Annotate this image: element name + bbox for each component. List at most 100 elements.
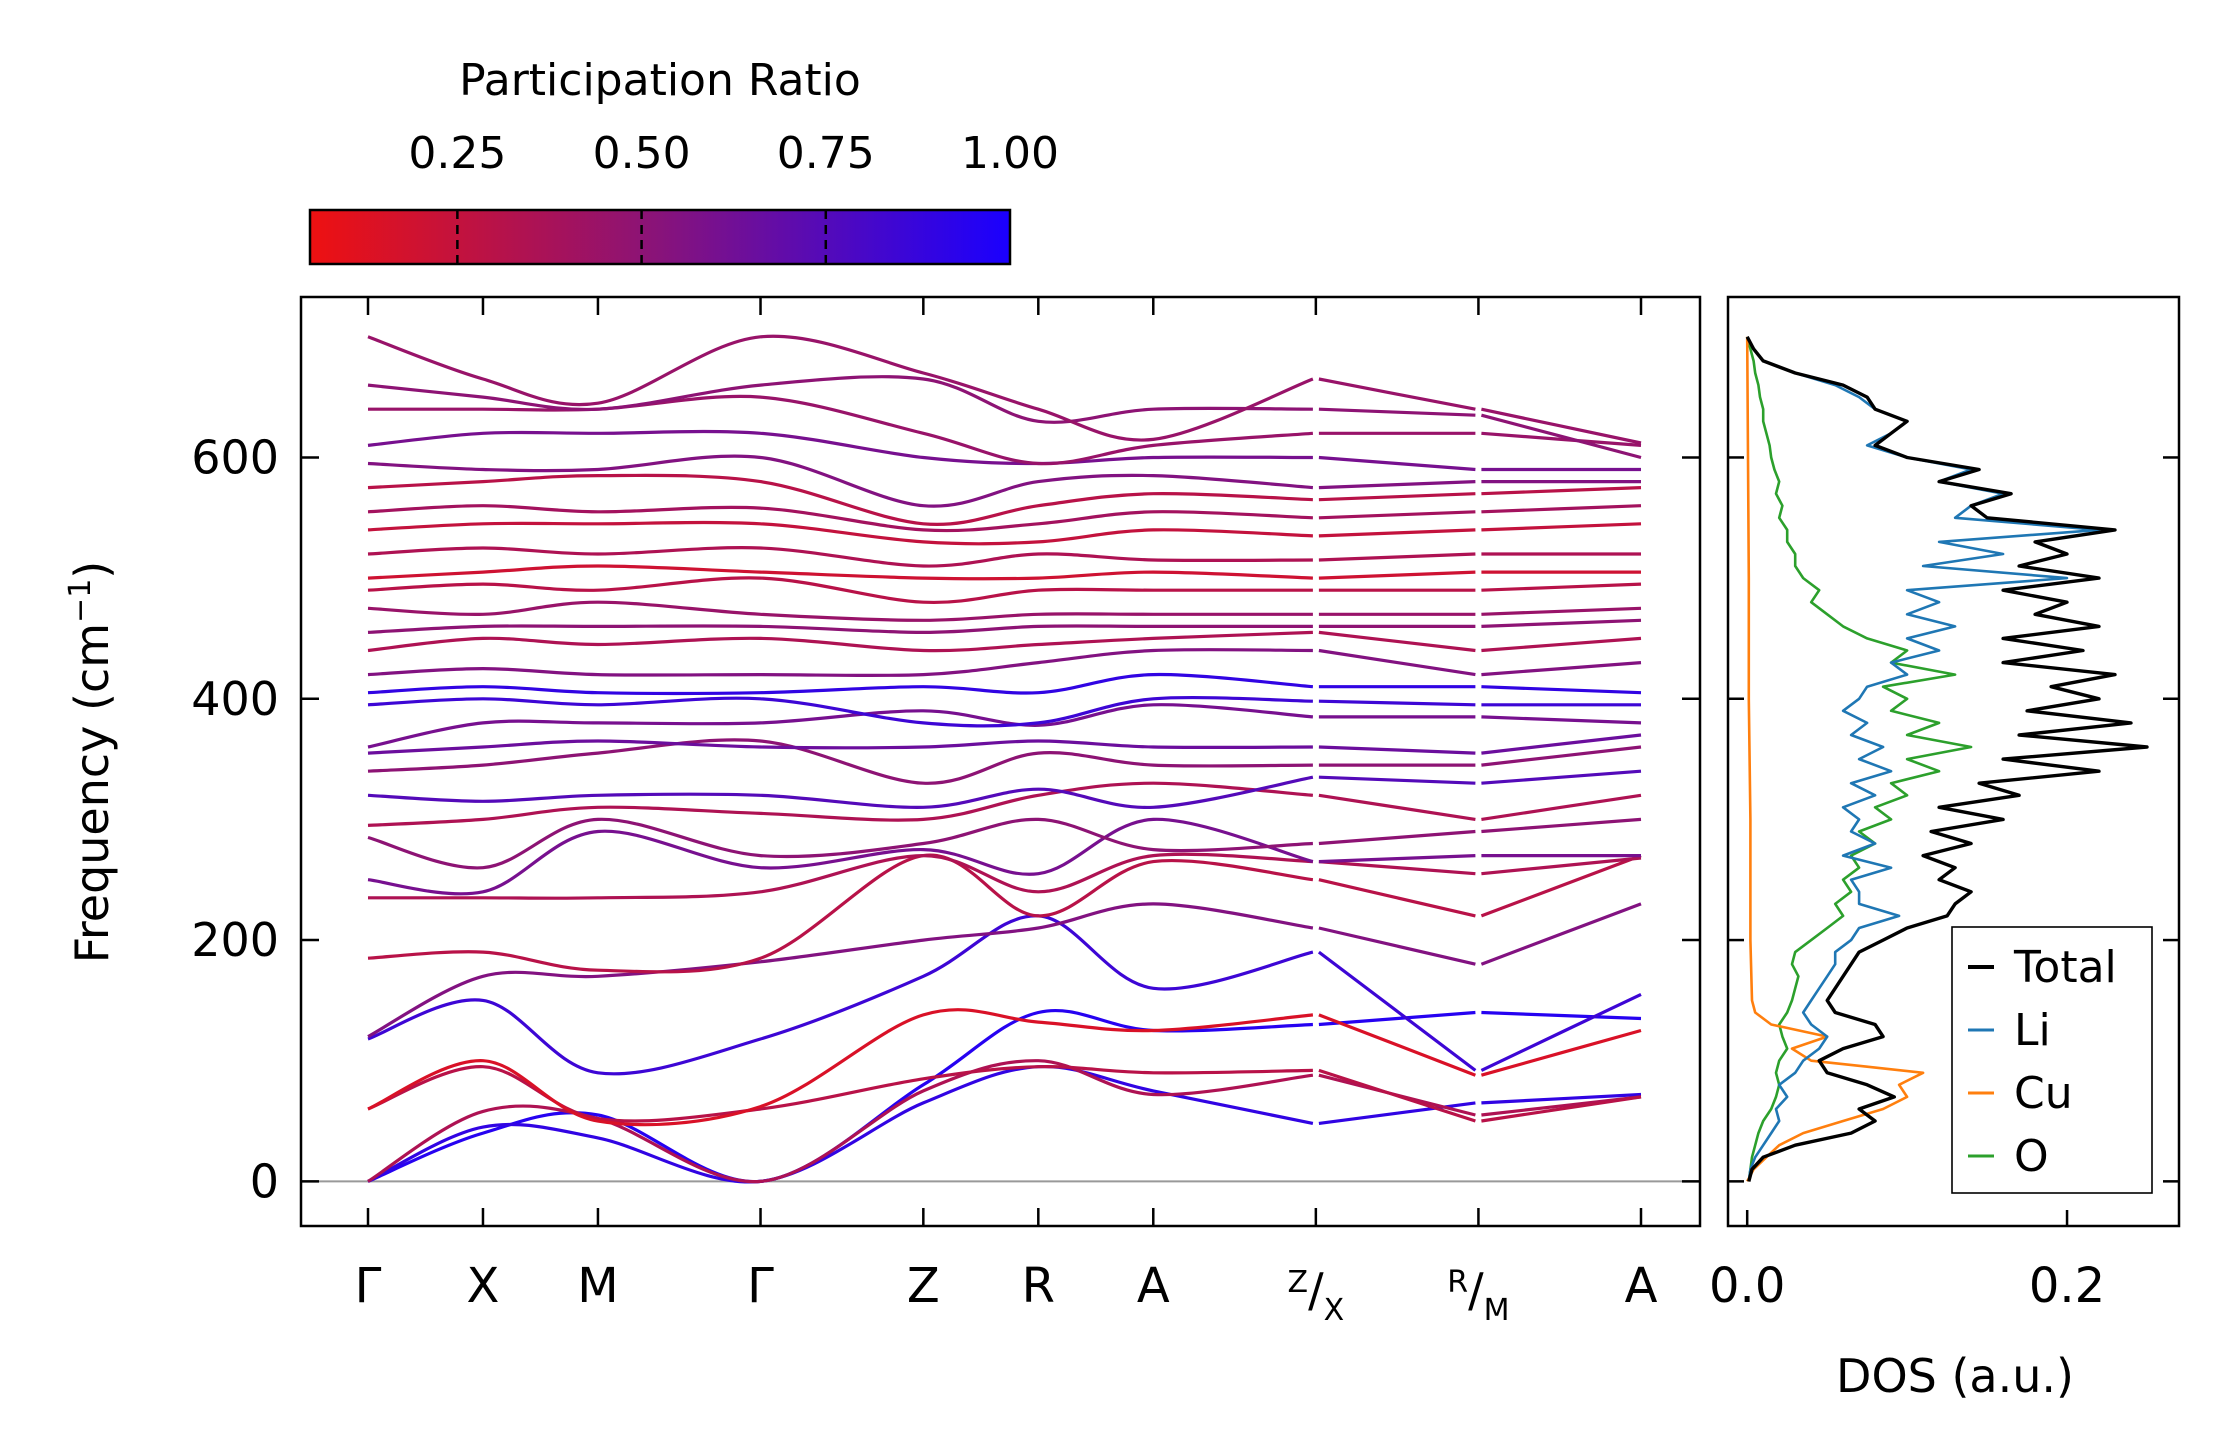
phonon-band: [1318, 377, 1476, 411]
split-label-slash: /: [1308, 1263, 1324, 1317]
dos-legend: Total Li Cu O: [1951, 926, 2153, 1194]
phonon-band: [1318, 745, 1476, 755]
split-label-bottom: M: [1484, 1293, 1510, 1328]
phonon-band: [1318, 854, 1476, 864]
phonon-band: [1318, 793, 1476, 821]
phonon-band: [1318, 510, 1476, 520]
phonon-band: [367, 546, 1313, 568]
phonon-band: [1481, 715, 1642, 725]
phonon-band: [367, 902, 1314, 1039]
phonon-band: [367, 600, 1313, 622]
phonon-band: [1480, 902, 1642, 966]
legend-label-o: O: [2014, 1131, 2049, 1182]
phonon-band: [1318, 570, 1476, 580]
high-symmetry-label: M: [577, 1258, 618, 1314]
y-tick-label: 200: [191, 913, 279, 967]
phonon-band: [1318, 552, 1476, 562]
phonon-band: [367, 520, 1313, 546]
phonon-band: [1480, 992, 1642, 1072]
high-symmetry-label-split: Z/X: [1288, 1263, 1345, 1328]
phonon-band: [367, 775, 1314, 809]
phonon-band: [367, 738, 1313, 785]
phonon-band: [1481, 431, 1642, 447]
dos-panel: 0.0 0.2 DOS (a.u.) Total Li Cu O: [1709, 295, 2181, 1403]
y-tick-label: 400: [191, 672, 279, 726]
legend-label-cu: Cu: [2014, 1068, 2073, 1119]
phonon-band: [367, 1059, 1314, 1184]
high-symmetry-labels: Γ X M Γ Z R A Z/XR/M A: [355, 1258, 1658, 1328]
dos-curve-o: [1745, 336, 1973, 1182]
phonon-band: [367, 672, 1314, 696]
colorbar-title: Participation Ratio: [459, 55, 861, 106]
phonon-band: [1481, 661, 1642, 677]
phonon-band: [367, 504, 1313, 533]
legend-box: [1951, 926, 2153, 1194]
phonon-band: [1481, 1095, 1642, 1123]
phonon-band: [1318, 699, 1476, 707]
dos-plot-frame: [1726, 295, 2181, 1228]
dos-x-ticks: 0.0 0.2: [1709, 1210, 2105, 1314]
phonon-band: [1318, 1013, 1476, 1077]
phonon-band: [1481, 407, 1642, 445]
phonon-band: [1318, 480, 1476, 490]
dos-curves: [1745, 336, 2149, 1183]
phonon-band: [1481, 504, 1642, 514]
y-axis-label-main: Frequency (cm: [65, 623, 119, 963]
phonon-band: [367, 564, 1313, 581]
colorbar-tick-label: 1.00: [961, 128, 1059, 179]
high-symmetry-label: A: [1625, 1258, 1658, 1314]
phonon-band: [367, 914, 1314, 1076]
phonon-band: [1318, 492, 1476, 502]
phonon-band: [1481, 522, 1642, 532]
phonon-band: [1481, 1092, 1642, 1105]
phonon-band: [367, 473, 1313, 526]
dos-x-axis-label: DOS (a.u.): [1836, 1349, 2074, 1403]
y-axis-label-sup: −1: [63, 579, 98, 623]
phonon-band: [1481, 636, 1642, 653]
colorbar-tick-label: 0.75: [777, 128, 875, 179]
phonon-band: [367, 429, 1313, 466]
band-x-ticks: [366, 297, 1643, 1226]
phonon-band: [1318, 630, 1476, 653]
phonon-band: [367, 630, 1313, 653]
phonon-band: [1481, 486, 1642, 496]
phonon-band: [1318, 455, 1476, 472]
phonon-band: [1481, 582, 1642, 592]
band-plot-frame: [299, 295, 1702, 1228]
dos-x-tick-label: 0.0: [1709, 1258, 1785, 1314]
phonon-band: [367, 1008, 1314, 1127]
phonon-band: [1318, 878, 1476, 918]
legend-label-li: Li: [2014, 1005, 2051, 1056]
phonon-band: [367, 1065, 1313, 1123]
phonon-band: [1318, 407, 1476, 417]
phonon-band: [367, 334, 1314, 442]
phonon-band: [1480, 413, 1642, 460]
dos-curve-total: [1745, 336, 2149, 1182]
phonon-band: [367, 624, 1313, 634]
phonon-band: [1481, 817, 1642, 834]
phonon-band: [1318, 829, 1476, 846]
phonon-band: [1318, 775, 1476, 785]
phonon-band: [367, 648, 1313, 678]
colorbar-tick-labels: 0.25 0.50 0.75 1.00: [408, 128, 1059, 179]
split-label-top: R: [1447, 1265, 1468, 1300]
colorbar-ticks: [456, 210, 828, 264]
dos-y-ticks: [1728, 456, 2179, 1183]
colorbar: Participation Ratio 0.25 0.50 0.75 1.00: [308, 55, 1059, 266]
phonon-band: [1318, 1010, 1476, 1027]
phonon-band: [368, 852, 1313, 900]
phonon-band: [367, 817, 1314, 896]
dos-curve-cu: [1745, 336, 1925, 1183]
high-symmetry-label: Γ: [747, 1258, 774, 1314]
y-tick-label: 0: [250, 1154, 279, 1208]
phonon-band: [367, 703, 1314, 749]
high-symmetry-label: R: [1022, 1258, 1055, 1314]
phonon-band: [1318, 1068, 1476, 1123]
high-symmetry-label-split: R/M: [1447, 1263, 1509, 1328]
phonon-band: [367, 1064, 1314, 1184]
phonon-band: [1318, 860, 1476, 876]
band-y-ticks: 0 200 400 600: [191, 430, 1700, 1208]
high-symmetry-label: A: [1137, 1258, 1170, 1314]
colorbar-tick-label: 0.25: [408, 128, 506, 179]
